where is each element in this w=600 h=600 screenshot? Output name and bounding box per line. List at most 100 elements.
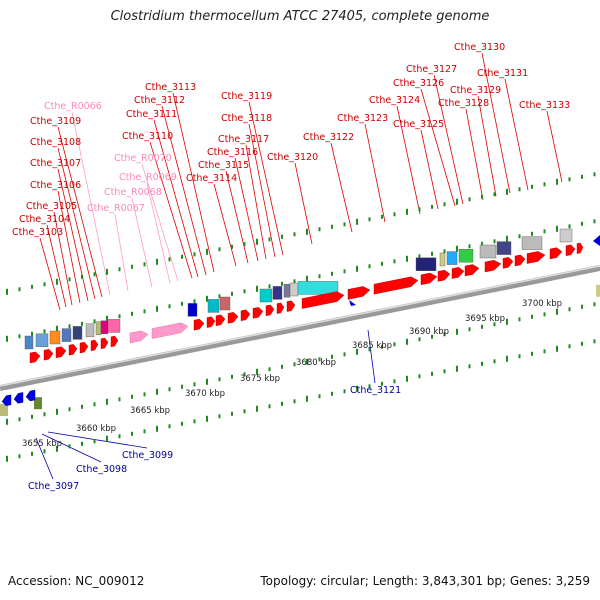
tick-mark	[418, 337, 421, 342]
forward-gene-arrow[interactable]	[502, 257, 514, 269]
reverse-gene-arrow[interactable]	[349, 300, 356, 306]
tick-mark	[56, 278, 58, 285]
reverse-gene-arrow[interactable]	[25, 389, 36, 402]
gene-label[interactable]: Cthe_3105	[26, 201, 77, 212]
gene-label[interactable]: Cthe_3109	[30, 116, 81, 127]
backbone	[0, 265, 600, 391]
reverse-gene-arrow[interactable]	[593, 235, 600, 246]
cog-box	[283, 284, 291, 298]
tick-mark	[6, 288, 8, 295]
forward-gene-arrow[interactable]	[437, 269, 451, 282]
tick-mark	[556, 308, 558, 315]
gene-label[interactable]: Cthe_3124	[369, 95, 420, 106]
gene-label[interactable]: Cthe_3130	[454, 42, 505, 53]
forward-gene-arrow[interactable]	[565, 244, 576, 257]
forward-gene-arrow[interactable]	[576, 242, 584, 254]
gene-label[interactable]: Cthe_R0070	[114, 153, 172, 164]
gene-label[interactable]: Cthe_R0069	[119, 172, 177, 183]
gene-label[interactable]: Cthe_3098	[76, 464, 127, 475]
forward-gene-arrow[interactable]	[301, 291, 345, 309]
tick-mark	[368, 217, 371, 222]
tick-mark	[206, 248, 208, 255]
forward-gene-arrow[interactable]	[240, 309, 251, 322]
forward-gene-arrow[interactable]	[526, 251, 546, 264]
gene-label[interactable]: Cthe_3125	[393, 119, 444, 130]
gene-label[interactable]: Cthe_3107	[30, 158, 81, 169]
gene-label[interactable]: Cthe_3121	[350, 385, 401, 396]
forward-gene-arrow[interactable]	[549, 247, 563, 260]
forward-gene-arrow[interactable]	[227, 312, 239, 324]
cog-box	[439, 252, 446, 267]
gene-label[interactable]: Cthe_3119	[221, 91, 272, 102]
forward-gene-arrow[interactable]	[215, 314, 226, 327]
cog-box	[207, 299, 220, 313]
forward-gene-arrow[interactable]	[451, 267, 465, 279]
tick-mark	[31, 414, 33, 419]
tick-mark	[131, 264, 133, 269]
forward-gene-arrow[interactable]	[206, 316, 216, 328]
gene-label[interactable]: Cthe_3133	[519, 100, 570, 111]
leader-line	[71, 111, 111, 296]
rna-gene-arrow[interactable]	[151, 322, 189, 339]
tick-mark	[143, 429, 146, 434]
gene-label[interactable]: Cthe_3122	[303, 132, 354, 143]
forward-gene-arrow[interactable]	[265, 304, 275, 317]
gene-label[interactable]: Cthe_3115	[198, 160, 249, 171]
gene-label[interactable]: Cthe_3131	[477, 68, 528, 79]
forward-gene-arrow[interactable]	[68, 344, 78, 356]
forward-gene-arrow[interactable]	[193, 318, 205, 331]
gene-label[interactable]: Cthe_3116	[207, 147, 258, 158]
tick-mark	[531, 314, 533, 319]
forward-gene-arrow[interactable]	[29, 351, 41, 364]
forward-gene-arrow[interactable]	[252, 307, 264, 319]
gene-label[interactable]: Cthe_3112	[134, 95, 185, 106]
gene-label[interactable]: Cthe_3113	[145, 82, 196, 93]
gene-label[interactable]: Cthe_R0067	[87, 203, 145, 214]
forward-gene-arrow[interactable]	[286, 300, 296, 312]
gene-label[interactable]: Cthe_3114	[186, 173, 237, 184]
gene-arrows	[1, 235, 600, 407]
gene-label[interactable]: Cthe_3097	[28, 481, 79, 492]
gene-label[interactable]: Cthe_3128	[438, 98, 489, 109]
reverse-gene-arrow[interactable]	[1, 394, 12, 407]
gene-label[interactable]: Cthe_3118	[221, 113, 272, 124]
forward-gene-arrow[interactable]	[373, 276, 419, 295]
gene-label[interactable]: Cthe_3111	[126, 109, 177, 120]
gene-label[interactable]: Cthe_3106	[30, 180, 81, 191]
tick-mark	[293, 399, 296, 404]
forward-gene-arrow[interactable]	[484, 259, 502, 273]
gene-label[interactable]: Cthe_3099	[122, 450, 173, 461]
forward-gene-arrow[interactable]	[43, 348, 54, 361]
gene-label[interactable]: Cthe_3126	[393, 78, 444, 89]
gene-label[interactable]: Cthe_R0066	[44, 101, 102, 112]
gene-label[interactable]: Cthe_R0068	[104, 187, 162, 198]
forward-gene-arrow[interactable]	[347, 286, 371, 300]
gene-label[interactable]: Cthe_3117	[218, 134, 269, 145]
forward-gene-arrow[interactable]	[100, 337, 109, 350]
forward-gene-arrow[interactable]	[420, 272, 438, 286]
forward-gene-arrow[interactable]	[514, 254, 526, 267]
gene-label[interactable]: Cthe_3110	[122, 131, 173, 142]
tick-mark	[231, 411, 233, 416]
forward-gene-arrow[interactable]	[110, 335, 119, 348]
tick-mark	[243, 372, 246, 377]
gene-label[interactable]: Cthe_3104	[19, 214, 70, 225]
cog-box	[259, 288, 273, 303]
gene-label[interactable]: Cthe_3103	[12, 227, 63, 238]
gene-label[interactable]: Cthe_3120	[267, 152, 318, 163]
forward-gene-arrow[interactable]	[90, 339, 99, 352]
forward-gene-arrow[interactable]	[464, 264, 480, 277]
tick-mark	[206, 415, 208, 422]
tick-mark	[593, 302, 596, 307]
forward-gene-arrow[interactable]	[79, 341, 89, 354]
gene-label[interactable]: Cthe_3127	[406, 64, 457, 75]
gene-label[interactable]: Cthe_3108	[30, 137, 81, 148]
rna-gene-arrow[interactable]	[129, 330, 149, 344]
reverse-gene-arrow[interactable]	[13, 392, 24, 404]
forward-gene-arrow[interactable]	[55, 346, 67, 359]
leader-line	[433, 74, 464, 205]
gene-label[interactable]: Cthe_3129	[450, 85, 501, 96]
forward-gene-arrow[interactable]	[276, 302, 285, 314]
gene-label[interactable]: Cthe_3123	[337, 113, 388, 124]
